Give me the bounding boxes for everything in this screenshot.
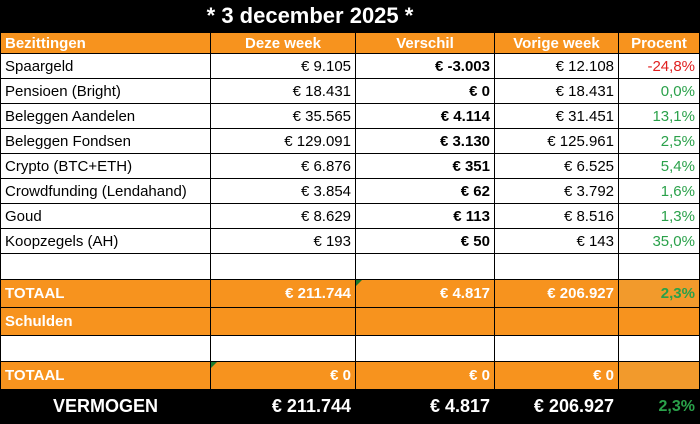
last-week-cell[interactable]: € 12.108	[494, 53, 619, 79]
empty-cell[interactable]	[210, 307, 356, 336]
net-worth-last-week[interactable]: € 206.927	[494, 389, 619, 424]
last-week-cell[interactable]: € 8.516	[494, 203, 619, 229]
this-week-cell[interactable]: € 6.876	[210, 153, 356, 179]
assets-total-percent[interactable]: 2,3%	[618, 279, 700, 308]
net-worth-difference[interactable]: € 4.817	[355, 389, 495, 424]
debts-header-row: Schulden	[0, 307, 700, 336]
asset-name-cell[interactable]: Koopzegels (AH)	[0, 228, 211, 254]
header-cell-last-week[interactable]: Vorige week	[494, 32, 619, 54]
this-week-cell[interactable]: € 8.629	[210, 203, 356, 229]
table-row: Pensioen (Bright) € 18.431 € 0 € 18.431 …	[0, 78, 700, 104]
debts-label[interactable]: Schulden	[0, 307, 211, 336]
asset-name-cell[interactable]: Goud	[0, 203, 211, 229]
assets-total-difference[interactable]: € 4.817	[355, 279, 495, 308]
empty-cell[interactable]	[355, 253, 495, 280]
percent-cell[interactable]: 0,0%	[618, 78, 700, 104]
last-week-cell[interactable]: € 3.792	[494, 178, 619, 204]
empty-cell[interactable]	[210, 253, 356, 280]
last-week-cell[interactable]: € 125.961	[494, 128, 619, 154]
table-row: Koopzegels (AH) € 193 € 50 € 143 35,0%	[0, 228, 700, 254]
percent-cell[interactable]: 13,1%	[618, 103, 700, 129]
last-week-cell[interactable]: € 143	[494, 228, 619, 254]
empty-cell[interactable]	[494, 253, 619, 280]
table-row: Goud € 8.629 € 113 € 8.516 1,3%	[0, 203, 700, 229]
difference-cell[interactable]: € 4.114	[355, 103, 495, 129]
empty-cell[interactable]	[494, 335, 619, 362]
percent-cell[interactable]: 2,5%	[618, 128, 700, 154]
difference-cell[interactable]: € 62	[355, 178, 495, 204]
debts-total-percent[interactable]	[618, 361, 700, 390]
percent-cell[interactable]: 1,3%	[618, 203, 700, 229]
this-week-cell[interactable]: € 193	[210, 228, 356, 254]
header-row: Bezittingen Deze week Verschil Vorige we…	[0, 32, 700, 54]
difference-cell[interactable]: € 351	[355, 153, 495, 179]
asset-name-cell[interactable]: Spaargeld	[0, 53, 211, 79]
empty-cell[interactable]	[618, 307, 700, 336]
empty-cell[interactable]	[0, 335, 211, 362]
debts-total-last-week[interactable]: € 0	[494, 361, 619, 390]
asset-name-cell[interactable]: Beleggen Fondsen	[0, 128, 211, 154]
last-week-cell[interactable]: € 31.451	[494, 103, 619, 129]
this-week-cell[interactable]: € 35.565	[210, 103, 356, 129]
last-week-cell[interactable]: € 18.431	[494, 78, 619, 104]
percent-cell[interactable]: 1,6%	[618, 178, 700, 204]
this-week-cell[interactable]: € 9.105	[210, 53, 356, 79]
asset-name-cell[interactable]: Crypto (BTC+ETH)	[0, 153, 211, 179]
header-cell-this-week[interactable]: Deze week	[210, 32, 356, 54]
asset-name-cell[interactable]: Crowdfunding (Lendahand)	[0, 178, 211, 204]
debts-total-difference[interactable]: € 0	[355, 361, 495, 390]
net-worth-percent[interactable]: 2,3%	[618, 389, 700, 424]
assets-total-this-week[interactable]: € 211.744	[210, 279, 356, 308]
this-week-cell[interactable]: € 3.854	[210, 178, 356, 204]
percent-cell[interactable]: -24,8%	[618, 53, 700, 79]
header-cell-difference[interactable]: Verschil	[355, 32, 495, 54]
debts-total-row: TOTAAL € 0 € 0 € 0	[0, 361, 700, 390]
assets-total-label[interactable]: TOTAAL	[0, 279, 211, 308]
empty-cell[interactable]	[618, 335, 700, 362]
last-week-cell[interactable]: € 6.525	[494, 153, 619, 179]
debts-total-label[interactable]: TOTAAL	[0, 361, 211, 390]
asset-name-cell[interactable]: Pensioen (Bright)	[0, 78, 211, 104]
assets-total-row: TOTAAL € 211.744 € 4.817 € 206.927 2,3%	[0, 279, 700, 308]
sheet-title: * 3 december 2025 *	[206, 3, 414, 28]
table-row: Crowdfunding (Lendahand) € 3.854 € 62 € …	[0, 178, 700, 204]
this-week-cell[interactable]: € 129.091	[210, 128, 356, 154]
empty-cell[interactable]	[0, 253, 211, 280]
net-worth-this-week[interactable]: € 211.744	[210, 389, 356, 424]
empty-cell[interactable]	[355, 335, 495, 362]
this-week-cell[interactable]: € 18.431	[210, 78, 356, 104]
empty-cell[interactable]	[494, 307, 619, 336]
percent-cell[interactable]: 5,4%	[618, 153, 700, 179]
difference-cell[interactable]: € 3.130	[355, 128, 495, 154]
difference-cell[interactable]: € 0	[355, 78, 495, 104]
empty-row	[0, 335, 700, 362]
net-worth-row: VERMOGEN € 211.744 € 4.817 € 206.927 2,3…	[0, 389, 700, 424]
header-cell-assets[interactable]: Bezittingen	[0, 32, 211, 54]
net-worth-label[interactable]: VERMOGEN	[0, 389, 211, 424]
net-worth-table: Bezittingen Deze week Verschil Vorige we…	[0, 32, 700, 424]
debts-total-this-week[interactable]: € 0	[210, 361, 356, 390]
table-row: Beleggen Aandelen € 35.565 € 4.114 € 31.…	[0, 103, 700, 129]
empty-cell[interactable]	[210, 335, 356, 362]
table-row: Spaargeld € 9.105 € -3.003 € 12.108 -24,…	[0, 53, 700, 79]
empty-cell[interactable]	[355, 307, 495, 336]
table-row: Beleggen Fondsen € 129.091 € 3.130 € 125…	[0, 128, 700, 154]
header-cell-percent[interactable]: Procent	[618, 32, 700, 54]
difference-cell[interactable]: € 50	[355, 228, 495, 254]
assets-total-last-week[interactable]: € 206.927	[494, 279, 619, 308]
empty-cell[interactable]	[618, 253, 700, 280]
asset-name-cell[interactable]: Beleggen Aandelen	[0, 103, 211, 129]
difference-cell[interactable]: € -3.003	[355, 53, 495, 79]
difference-cell[interactable]: € 113	[355, 203, 495, 229]
empty-row	[0, 253, 700, 280]
table-row: Crypto (BTC+ETH) € 6.876 € 351 € 6.525 5…	[0, 153, 700, 179]
percent-cell[interactable]: 35,0%	[618, 228, 700, 254]
